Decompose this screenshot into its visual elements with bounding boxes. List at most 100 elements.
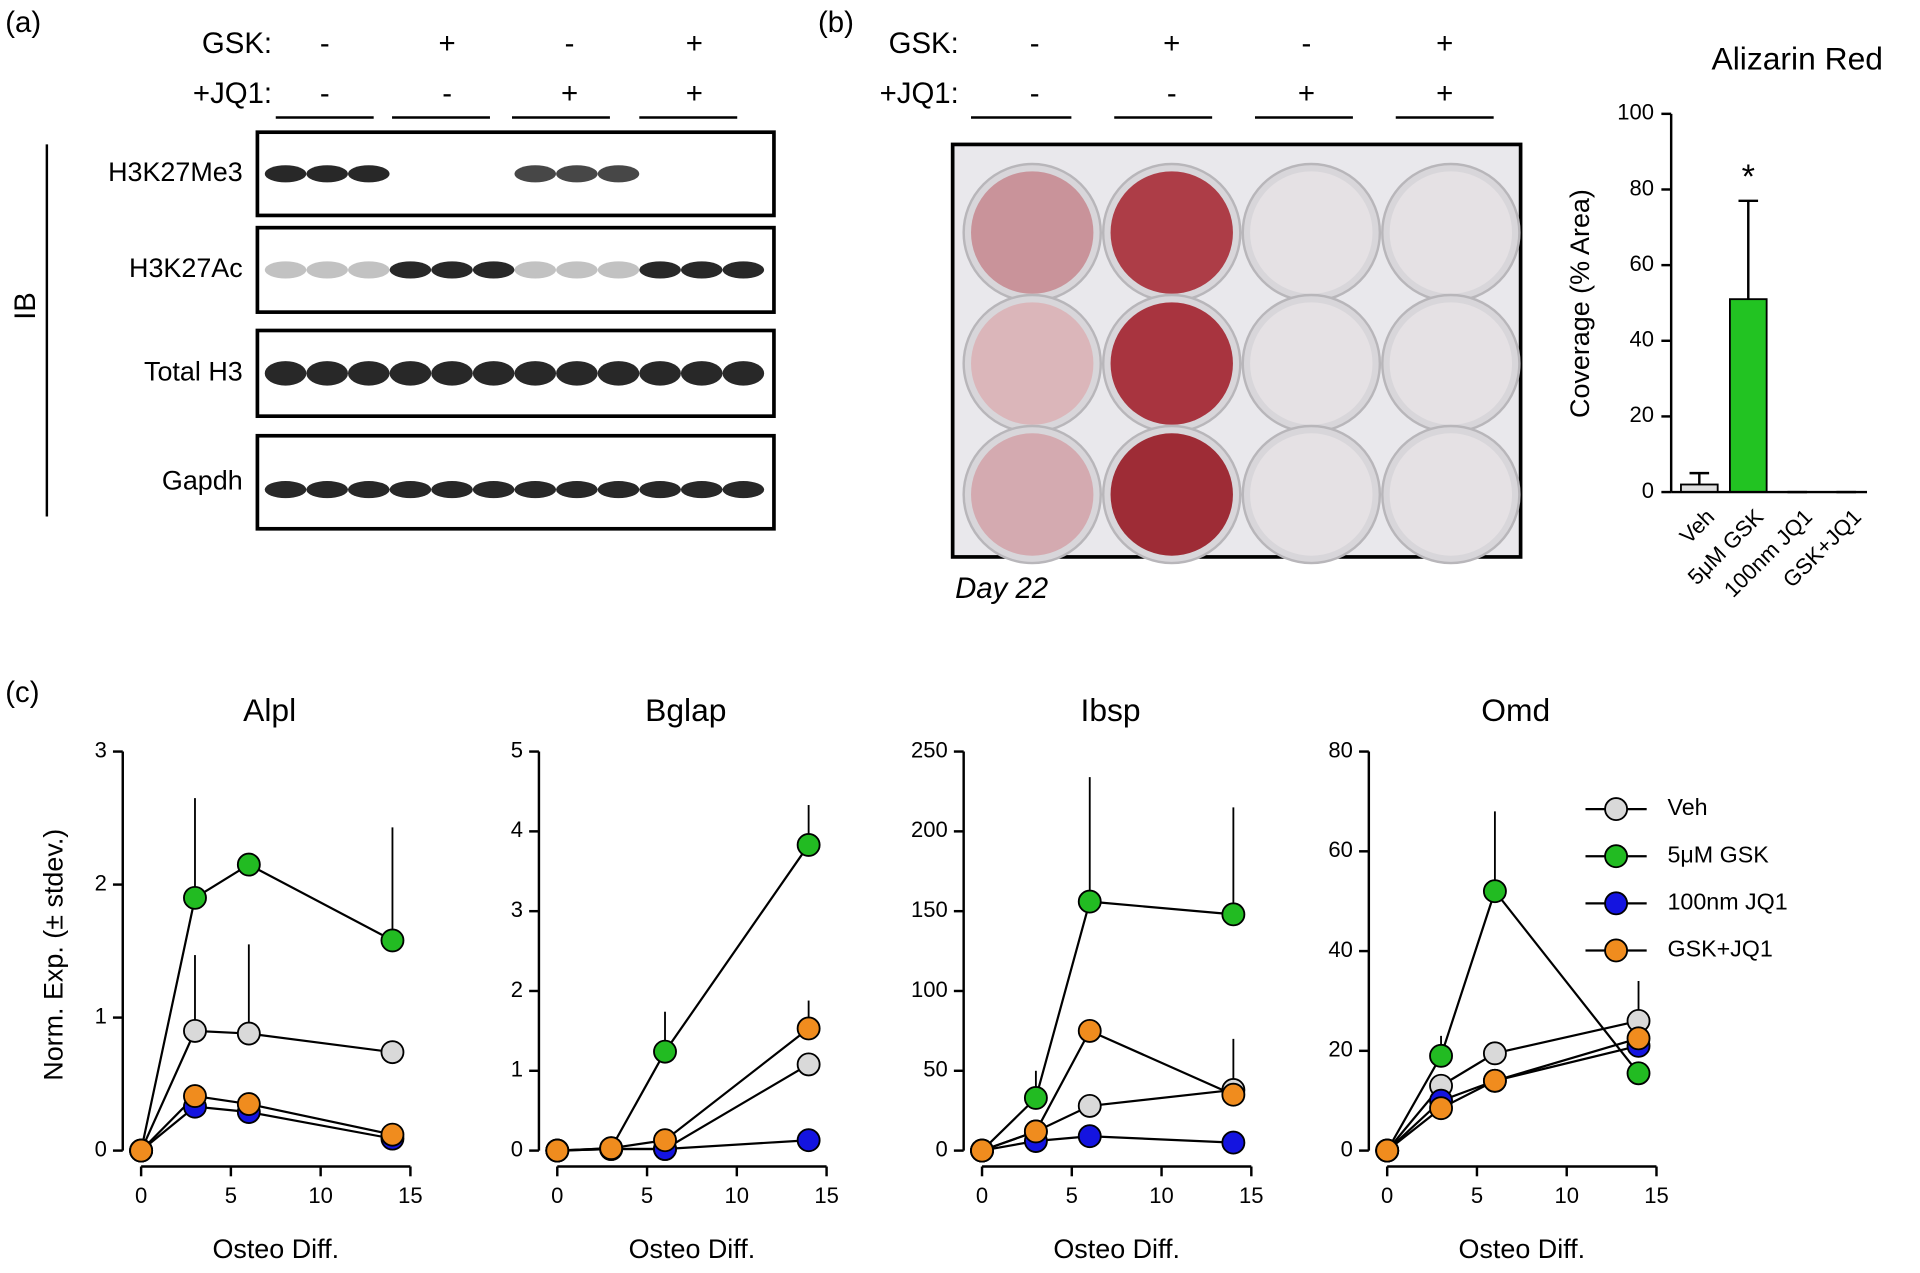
data-point (1077, 1124, 1102, 1149)
plate-well-stain (1110, 171, 1233, 294)
blot-band (514, 361, 557, 386)
chart-title: Alizarin Red (1711, 41, 1883, 77)
y-tick-label: 4 (511, 817, 523, 842)
panel-label: (a) (5, 6, 41, 39)
data-point (1429, 1043, 1453, 1068)
treatment-sign: - (320, 27, 330, 60)
treatment-label: +JQ1: (193, 77, 272, 110)
x-tick-label: 10 (725, 1183, 749, 1208)
y-tick-label: 40 (1630, 327, 1655, 352)
series-line (1386, 1044, 1639, 1152)
legend-label: GSK+JQ1 (1667, 936, 1772, 962)
blot-band (514, 481, 557, 499)
x-tick-label: 15 (1644, 1183, 1669, 1208)
data-point (1221, 1082, 1246, 1107)
treatment-sign: - (1302, 27, 1312, 60)
x-tick-label: 10 (1554, 1183, 1579, 1208)
y-tick-label: 2 (511, 977, 523, 1002)
data-point (236, 1092, 261, 1116)
y-tick-label: 40 (1328, 937, 1353, 962)
y-tick-label: 2 (95, 870, 107, 895)
x-tick-label: 5 (641, 1183, 653, 1208)
x-tick-label: 15 (814, 1183, 839, 1208)
series-line (140, 1105, 393, 1152)
x-tick-label: 0 (1381, 1183, 1393, 1208)
treatment-sign: + (1163, 27, 1180, 60)
blot-band (347, 481, 390, 499)
blot-band (431, 481, 473, 499)
blot-band (556, 261, 598, 279)
treatment-label: GSK: (889, 27, 959, 60)
data-point (183, 885, 207, 910)
data-point (1626, 1061, 1651, 1086)
x-tick-label: 0 (551, 1183, 563, 1208)
data-point (796, 1016, 821, 1041)
y-tick-label: 1 (511, 1057, 523, 1082)
blot-row-label: Gapdh (162, 465, 243, 495)
blot-band (597, 481, 640, 499)
data-point (653, 1128, 677, 1153)
treatment-sign: + (686, 77, 703, 110)
y-tick-label: 60 (1328, 837, 1353, 862)
plate-well-stain (1250, 433, 1373, 556)
blot-band (472, 261, 515, 279)
y-tick-label: 5 (511, 737, 523, 762)
legend-marker (1604, 938, 1629, 963)
legend-marker (1604, 844, 1629, 869)
data-point (380, 1040, 405, 1065)
series-line (981, 900, 1234, 1152)
y-tick-label: 20 (1328, 1037, 1353, 1062)
plate-well-stain (971, 433, 1094, 556)
blot-band (639, 361, 681, 386)
plate-well-stain (1110, 302, 1233, 425)
blot-band (597, 361, 640, 386)
blot-band (556, 481, 598, 499)
series-line (557, 1063, 810, 1152)
data-point (380, 1122, 405, 1147)
plate-well-stain (1250, 302, 1373, 425)
plate-well-stain (1389, 302, 1513, 425)
data-point (1221, 902, 1246, 927)
ib-label: IB (9, 292, 42, 320)
blot-band (722, 481, 765, 499)
blot-band (722, 261, 765, 279)
plate-well-stain (1250, 171, 1373, 294)
treatment-label: GSK: (202, 27, 272, 60)
data-point (796, 1052, 821, 1077)
plate-well-stain (1389, 171, 1513, 294)
series-line (557, 844, 810, 1152)
x-axis-label: Osteo Diff. (1459, 1234, 1586, 1264)
data-point (183, 1018, 207, 1043)
x-axis-label: Osteo Diff. (629, 1234, 756, 1264)
data-point (129, 1138, 154, 1163)
legend-label: 100nm JQ1 (1667, 888, 1787, 914)
y-tick-label: 200 (911, 817, 948, 842)
blot-band (680, 261, 723, 279)
blot-band (556, 361, 598, 386)
x-tick-label: 5 (225, 1183, 237, 1208)
series-line (1386, 1037, 1639, 1152)
panel-label: (c) (5, 676, 39, 709)
blot-band (431, 261, 473, 279)
blot-band (514, 165, 557, 183)
y-tick-label: 3 (511, 897, 523, 922)
blot-band (556, 165, 598, 183)
blot-frame (255, 130, 776, 218)
blot-band (389, 261, 432, 279)
y-tick-label: 80 (1328, 737, 1353, 762)
chart-title: Bglap (645, 692, 726, 728)
blot-band (722, 361, 765, 386)
x-axis-label: Osteo Diff. (1053, 1234, 1180, 1264)
x-tick-label: 0 (976, 1183, 988, 1208)
legend-label: 5μM GSK (1667, 841, 1769, 867)
data-point (653, 1039, 677, 1064)
y-tick-label: 100 (911, 977, 948, 1002)
data-point (183, 1084, 207, 1108)
y-tick-label: 60 (1630, 251, 1655, 276)
blot-band (472, 481, 515, 499)
y-tick-label: 1 (95, 1003, 107, 1028)
blot-row-label: H3K27Me3 (108, 157, 243, 187)
data-point (796, 832, 821, 857)
data-point (796, 1128, 821, 1153)
